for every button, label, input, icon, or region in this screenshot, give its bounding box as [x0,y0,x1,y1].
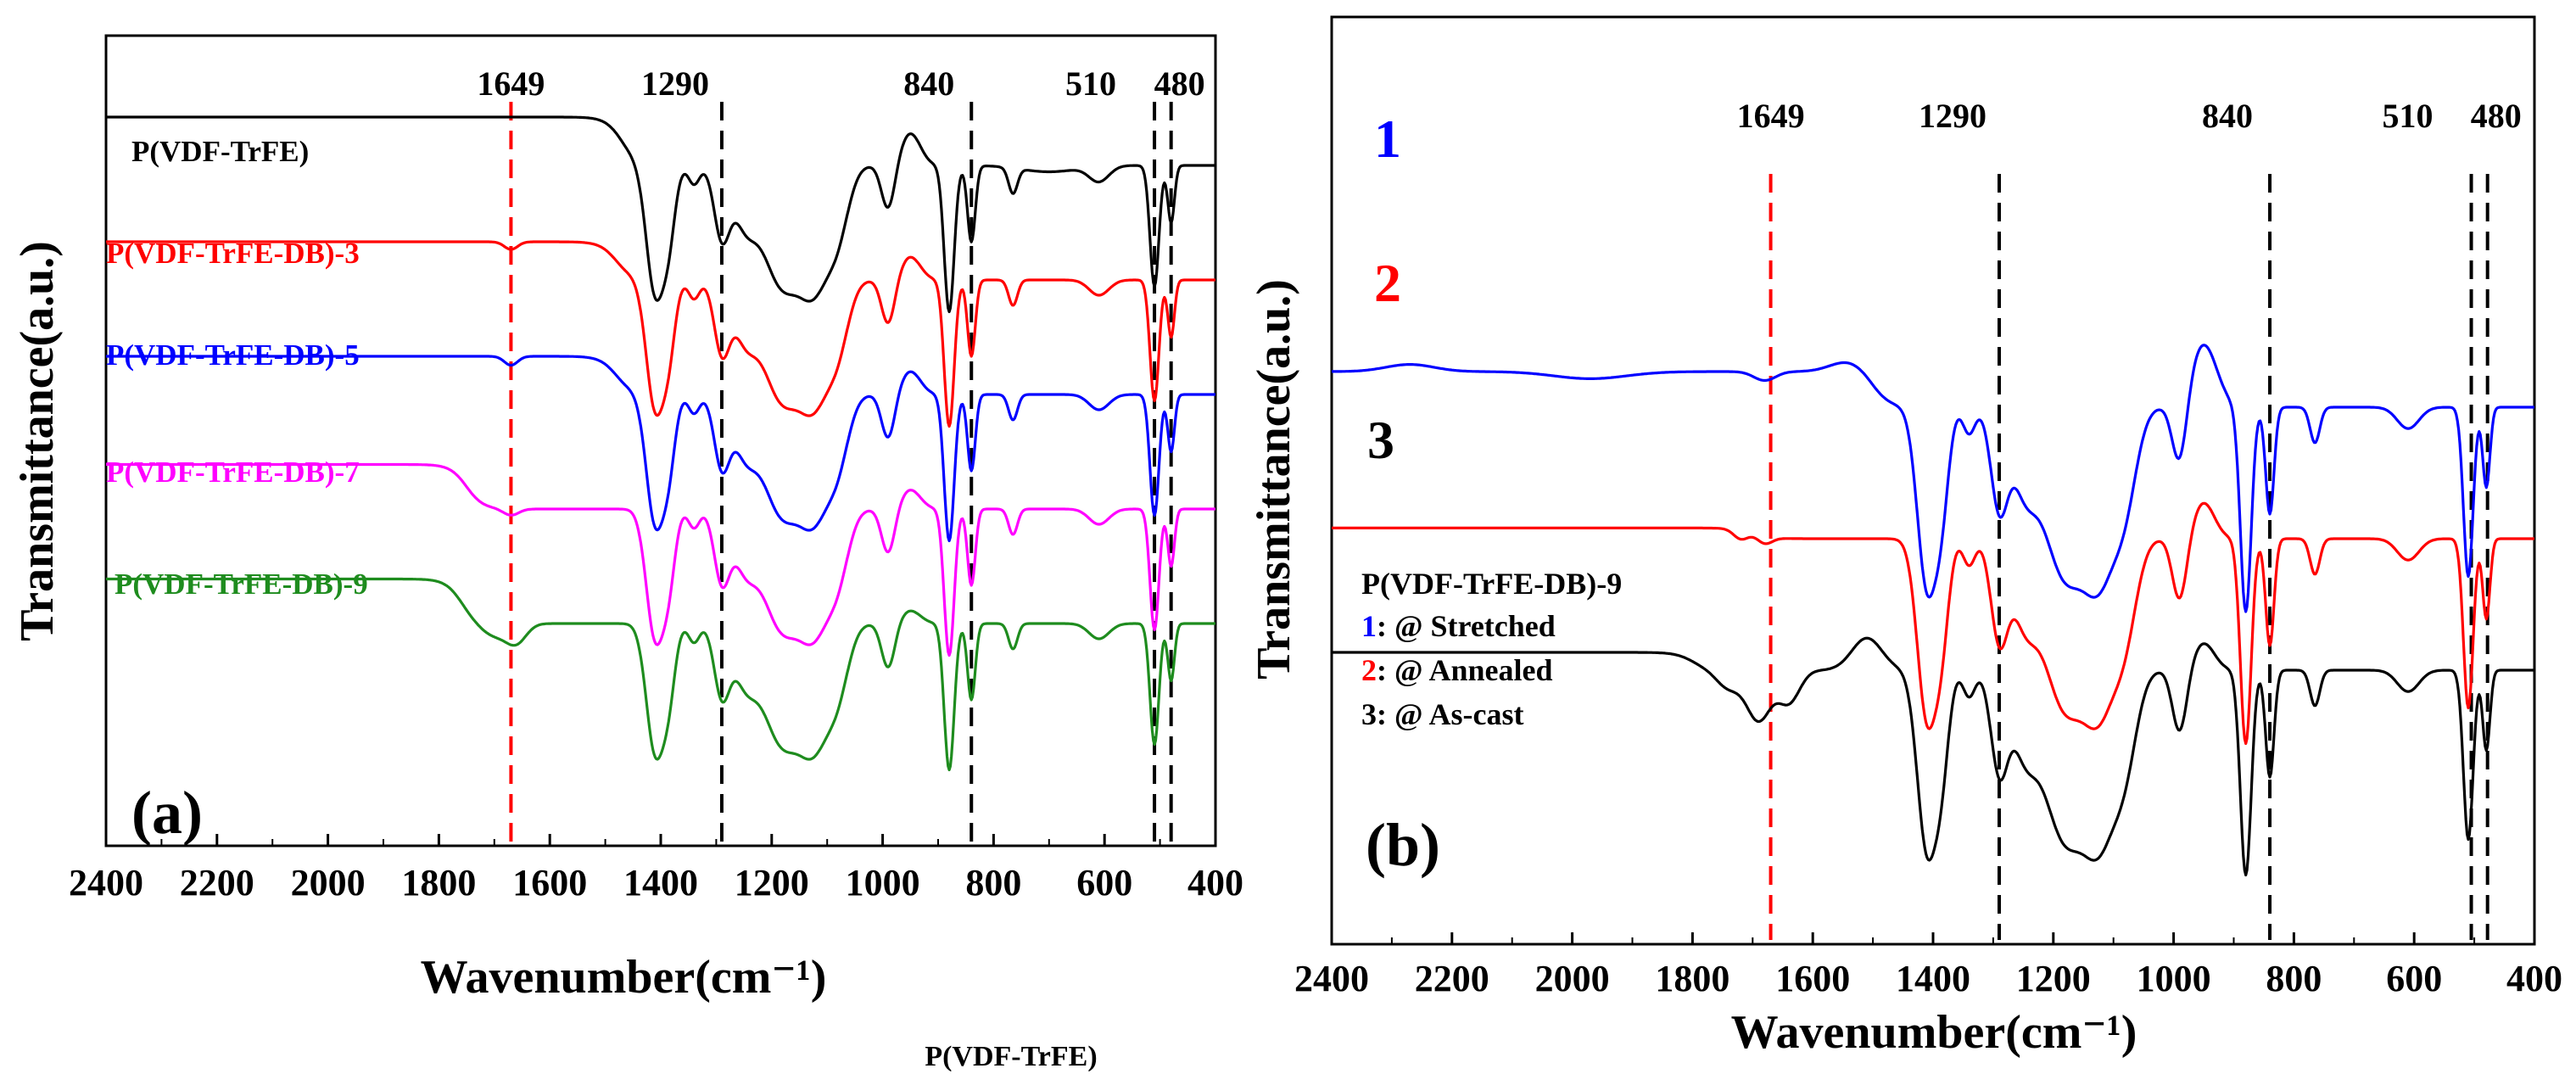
peak-label: 480 [2471,97,2522,135]
panel-label-b: (b) [1366,811,1440,879]
peak-label: 510 [2383,97,2434,135]
x-tick-label: 2000 [291,862,366,903]
series-line [1331,636,2535,877]
series-label: 2 [1374,253,1401,313]
spectra-a [105,115,1216,772]
peak-markers-a: 1649 1290 840 510 480 [477,64,1205,842]
x-ticks-b: 2400 2200 2000 1800 1600 1400 1200 1000 800 600 40… [1294,932,2562,999]
y-axis-title-a: Transmittance(a.u.) [11,241,64,641]
peak-label: 1649 [477,64,545,103]
chart-panel-a: 2400 2200 2000 1800 1600 1400 1200 1000 800 600 40… [11,34,1243,1072]
x-tick-label: 1000 [2137,958,2211,999]
x-tick-label: 1400 [1896,958,1970,999]
series-label: P(VDF-TrFE-DB)-7 [106,456,360,489]
x-tick-label: 400 [2506,958,2562,999]
x-tick-label: 2400 [1294,958,1369,999]
series-labels-a: P(VDF-TrFE) P(VDF-TrFE-DB)-3 P(VDF-TrFE-DB… [106,135,368,601]
peak-label: 1649 [1737,97,1805,135]
panel-label-a: (a) [131,779,203,847]
series-line [1331,501,2535,746]
peak-markers-b: 1649 1290 840 510 480 [1737,97,2522,940]
x-tick-label: 2200 [180,862,254,903]
x-tick-label: 2000 [1535,958,1610,999]
series-line [105,355,1216,543]
y-axis-title-b: Transmittance(a.u.) [1248,279,1300,680]
x-tick-label: 1200 [735,862,809,903]
legend-entry: 3: @ As-cast [1361,697,1523,731]
x-axis-title-b: Wavenumber(cm⁻¹) [1731,1006,2137,1059]
series-label: P(VDF-TrFE-DB)-5 [106,338,360,372]
series-label: P(VDF-TrFE) [131,135,309,168]
series-label: P(VDF-TrFE-DB)-9 [115,568,368,601]
x-tick-label: 1000 [846,862,920,903]
x-tick-label: 600 [1076,862,1132,903]
series-label: 3 [1367,410,1394,470]
x-tick-label: 1600 [512,862,587,903]
peak-label: 480 [1154,64,1205,103]
legend-entry: 1: @ Stretched [1361,609,1556,643]
x-tick-label: 800 [2266,958,2322,999]
x-tick-label: 1600 [1775,958,1850,999]
x-tick-label: 800 [965,862,1021,903]
legend-b: P(VDF-TrFE-DB)-9 1: @ Stretched 2: @ Annea… [1361,567,1622,731]
series-line [1331,344,2535,613]
chart-panel-b: 2400 2200 2000 1800 1600 1400 1200 1000 800 600 40… [1248,15,2562,1059]
x-ticks-a: 2400 2200 2000 1800 1600 1400 1200 1000 800 600 40… [69,834,1243,903]
x-tick-label: 1800 [401,862,476,903]
peak-label: 840 [2202,97,2253,135]
peak-label: 510 [1065,64,1116,103]
series-label: 1 [1374,109,1401,169]
series-line [105,577,1216,772]
x-tick-label: 600 [2386,958,2442,999]
x-axis-title-a: Wavenumber(cm⁻¹) [421,951,827,1004]
x-tick-label: 400 [1187,862,1243,903]
peak-label: 1290 [641,64,709,103]
legend-entry: 2: @ Annealed [1361,653,1553,687]
x-tick-label: 1800 [1655,958,1729,999]
series-label: P(VDF-TrFE-DB)-3 [106,237,360,270]
x-tick-label: 1200 [2016,958,2091,999]
series-line [105,115,1216,314]
series-line [105,240,1216,428]
series-line [105,462,1216,657]
series-labels-b: 1 2 3 [1367,109,1401,470]
plot-frame-b [1330,15,2536,946]
legend-title: P(VDF-TrFE-DB)-9 [1361,567,1622,601]
peak-label: 840 [903,64,954,103]
x-tick-label: 2400 [69,862,143,903]
x-tick-label: 2200 [1415,958,1489,999]
stray-label: P(VDF-TrFE) [925,1041,1097,1072]
spectra-b [1331,344,2535,877]
peak-label: 1290 [1919,97,1986,135]
x-tick-label: 1400 [623,862,698,903]
